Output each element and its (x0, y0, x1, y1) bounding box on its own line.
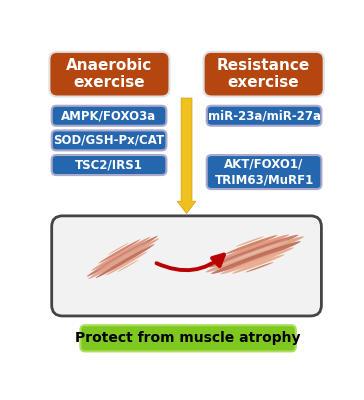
Text: SOD/GSH-Px/CAT: SOD/GSH-Px/CAT (54, 134, 165, 147)
Ellipse shape (209, 235, 298, 268)
Ellipse shape (236, 236, 264, 246)
Ellipse shape (215, 234, 289, 261)
FancyBboxPatch shape (207, 155, 321, 189)
Ellipse shape (211, 241, 301, 274)
Text: Protect from muscle atrophy: Protect from muscle atrophy (75, 331, 301, 345)
FancyBboxPatch shape (52, 155, 166, 175)
Ellipse shape (91, 237, 150, 271)
Text: TSC2/IRS1: TSC2/IRS1 (75, 158, 143, 172)
Ellipse shape (206, 236, 304, 272)
Ellipse shape (219, 239, 288, 264)
Ellipse shape (99, 239, 141, 264)
FancyBboxPatch shape (52, 216, 321, 316)
Ellipse shape (225, 235, 277, 254)
Ellipse shape (88, 238, 159, 279)
FancyBboxPatch shape (207, 106, 321, 126)
Ellipse shape (220, 247, 294, 274)
FancyArrowPatch shape (157, 254, 224, 270)
FancyBboxPatch shape (52, 130, 166, 150)
Text: AMPK/FOXO3a: AMPK/FOXO3a (62, 109, 157, 122)
Text: Anaerobic
exercise: Anaerobic exercise (66, 58, 153, 90)
Ellipse shape (232, 254, 285, 274)
Text: miR-23a/miR-27a: miR-23a/miR-27a (207, 109, 321, 122)
Ellipse shape (96, 241, 148, 270)
Text: Resistance
exercise: Resistance exercise (217, 58, 310, 90)
Polygon shape (177, 98, 196, 214)
Ellipse shape (107, 243, 128, 255)
Ellipse shape (97, 242, 149, 272)
Ellipse shape (87, 236, 158, 277)
FancyBboxPatch shape (52, 106, 166, 126)
FancyBboxPatch shape (50, 52, 170, 96)
Ellipse shape (106, 252, 147, 276)
Ellipse shape (96, 242, 148, 271)
Ellipse shape (118, 260, 138, 272)
Ellipse shape (220, 241, 289, 266)
Text: AKT/FOXO1/
TRIM63/MuRF1: AKT/FOXO1/ TRIM63/MuRF1 (214, 158, 314, 186)
Ellipse shape (96, 244, 155, 278)
FancyBboxPatch shape (203, 52, 324, 96)
Ellipse shape (245, 262, 273, 272)
FancyBboxPatch shape (80, 325, 296, 351)
Ellipse shape (219, 240, 288, 265)
